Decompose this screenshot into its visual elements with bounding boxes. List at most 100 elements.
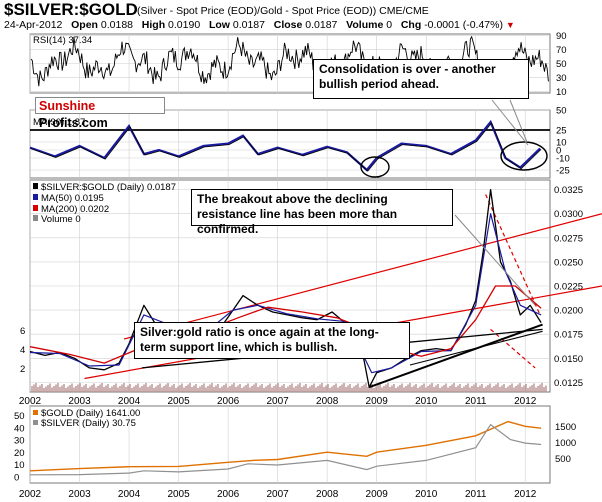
- macd-legend: MA(30) 1.87: [33, 117, 85, 128]
- main-tick-label: 0.0325: [554, 185, 583, 196]
- macd-tick-label: -10: [556, 154, 570, 165]
- gs-legend-swatch: [33, 420, 38, 425]
- high-label: High: [141, 19, 166, 31]
- breakout-callout: The breakout above the declining resista…: [191, 189, 453, 236]
- main-tick-label: 0.0200: [554, 306, 583, 317]
- sunshine-profits-logo: Sunshine Profits.com: [35, 97, 165, 130]
- legend-swatch: [33, 215, 38, 221]
- gs-right-tick-label: 500: [555, 454, 571, 465]
- upper-channel-line: [123, 213, 602, 340]
- x-tick-label-gs: 2006: [217, 489, 240, 500]
- x-tick-label-gs: 2005: [167, 489, 190, 500]
- gs-left-tick-label: 10: [14, 460, 25, 471]
- close-label: Close: [273, 19, 303, 31]
- x-tick-label-main: 2010: [415, 396, 438, 407]
- gs-left-tick-label: 30: [14, 436, 25, 447]
- low-label: Low: [208, 19, 230, 31]
- macd-ma-line: [29, 119, 541, 172]
- rsi-tick-label: 70: [556, 45, 567, 56]
- main-legend-item: MA(50) 0.0195: [41, 193, 104, 204]
- quote-line: 24-Apr-2012 Open 0.0188 High 0.0190 Low …: [4, 19, 515, 31]
- volume-value: 0: [386, 19, 393, 31]
- logo-part-2: Profits.com: [39, 116, 108, 130]
- gs-left-tick-label: 20: [14, 448, 25, 459]
- main-tick-label: 0.0150: [554, 354, 583, 365]
- chg-label: Chg: [400, 19, 422, 31]
- gs-legend-item: $SILVER (Daily) 30.75: [41, 418, 136, 429]
- rsi-legend: RSI(14) 37.34: [33, 35, 92, 46]
- gs-left-tick-label: 40: [14, 423, 25, 434]
- gold-silver-panel: $GOLD (Daily) 1641.00$SILVER (Daily) 30.…: [14, 408, 576, 484]
- low-value: 0.0187: [232, 19, 265, 31]
- macd-recent-circle: [500, 141, 548, 171]
- main-left-tick-label: 4: [20, 345, 25, 356]
- gs-left-tick-label: 50: [14, 411, 25, 422]
- macd-line: [30, 122, 542, 172]
- x-tick-label-main: 2005: [167, 396, 190, 407]
- x-tick-label-gs: 2007: [266, 489, 289, 500]
- ratio-price-line: [29, 188, 542, 388]
- long-term-support-line: [368, 323, 543, 389]
- silver-line: [29, 423, 542, 476]
- legend-swatch: [33, 205, 38, 211]
- main-tick-label: 0.0125: [554, 378, 583, 389]
- x-tick-label-main: 2002: [19, 396, 42, 407]
- rsi-tick-label: 10: [556, 87, 567, 98]
- open-value: 0.0188: [100, 19, 134, 31]
- main-left-tick-label: 2: [20, 364, 25, 375]
- logo-part-1: Sunshine: [39, 99, 96, 113]
- main-legend-item: Volume 0: [41, 214, 81, 225]
- consolidation-callout: Consolidation is over - another bullish …: [313, 59, 529, 99]
- macd-tick-label: 25: [556, 126, 567, 137]
- x-tick-label-main: 2009: [366, 396, 389, 407]
- volume-label: Volume: [346, 19, 384, 31]
- legend-swatch: [33, 194, 38, 200]
- macd-tick-label: -25: [556, 166, 570, 177]
- gold-line: [29, 420, 542, 472]
- x-tick-label-gs: 2003: [68, 489, 91, 500]
- x-tick-label-gs: 2002: [19, 489, 42, 500]
- chart-title: $SILVER:$GOLD: [4, 0, 138, 19]
- x-tick-label-gs: 2011: [465, 489, 487, 500]
- close-value: 0.0187: [305, 19, 338, 31]
- main-tick-label: 0.0175: [554, 330, 583, 341]
- support-pointer-line-2: [409, 330, 543, 366]
- main-panel: 0.0125 0.0150 0.0175 0.0200 0.0225 0.0250 0.02…: [20, 99, 602, 392]
- ma200-line: [29, 285, 542, 364]
- high-value: 0.0190: [168, 19, 201, 31]
- main-legend-item: MA(200) 0.0202: [41, 204, 109, 215]
- gs-left-tick-label: 0: [14, 473, 19, 484]
- macd-tick-label: 10: [556, 138, 567, 149]
- main-tick-label: 0.0300: [554, 209, 583, 220]
- x-tick-label-gs: 2004: [118, 489, 141, 500]
- rsi-tick-label: 90: [556, 31, 567, 42]
- consolidation-pointer-line-2: [491, 99, 529, 146]
- down-arrow-icon: ▼: [505, 20, 515, 30]
- declining-support-dashed: [490, 328, 536, 369]
- support-callout: Silver:gold ratio is once again at the l…: [134, 322, 410, 359]
- macd-tick-label: 0: [556, 146, 561, 157]
- x-tick-label-gs: 2008: [316, 489, 339, 500]
- gs-right-tick-label: 1000: [555, 438, 576, 449]
- main-legend-item: $SILVER:$GOLD (Daily) 0.0187: [41, 182, 176, 193]
- main-tick-label: 0.0225: [554, 282, 583, 293]
- breakout-pointer-line: [454, 214, 536, 306]
- chart-subtitle: (Silver - Spot Price (EOD)/Gold - Spot P…: [137, 5, 429, 17]
- x-tick-label-gs: 2009: [366, 489, 389, 500]
- macd-tick-label: 50: [556, 106, 567, 117]
- x-tick-label-main: 2011: [465, 396, 487, 407]
- x-tick-label-gs: 2012: [514, 489, 537, 500]
- legend-swatch: [33, 183, 38, 189]
- main-tick-label: 0.0250: [554, 257, 583, 268]
- open-label: Open: [71, 19, 98, 31]
- rsi-tick-label: 30: [556, 73, 567, 84]
- gs-right-tick-label: 1500: [555, 422, 576, 433]
- x-tick-label-main: 2003: [68, 396, 91, 407]
- gs-legend-swatch: [33, 410, 38, 415]
- quote-date: 24-Apr-2012: [4, 19, 63, 31]
- panel-frame-gs: [29, 405, 551, 484]
- x-tick-label-main: 2012: [514, 396, 537, 407]
- gs-legend-item: $GOLD (Daily) 1641.00: [41, 408, 140, 419]
